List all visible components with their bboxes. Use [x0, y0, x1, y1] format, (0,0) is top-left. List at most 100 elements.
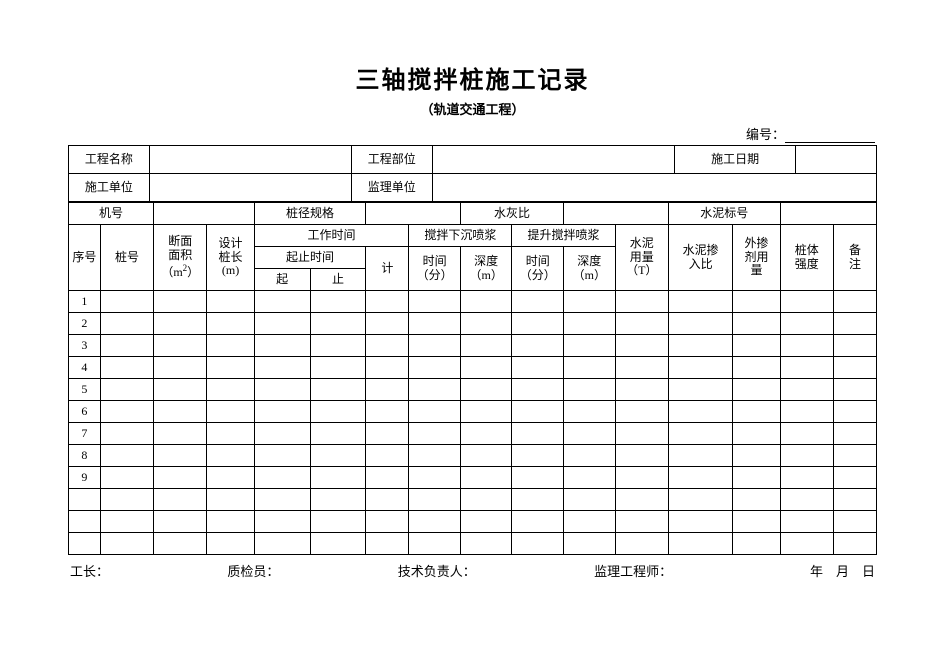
table-cell [512, 357, 564, 379]
table-cell [668, 291, 732, 313]
table-cell [512, 335, 564, 357]
label-pile-spec: 桩径规格 [254, 203, 366, 225]
table-cell [100, 445, 153, 467]
table-cell [615, 511, 668, 533]
table-cell: 2 [69, 313, 101, 335]
table-cell [615, 467, 668, 489]
table-cell [154, 335, 207, 357]
table-cell [207, 335, 254, 357]
table-cell [154, 313, 207, 335]
value-machine-no [154, 203, 255, 225]
table-cell [366, 489, 409, 511]
equipment-row: 机号 桩径规格 水灰比 水泥标号 [69, 203, 877, 225]
col-sink-spray: 搅拌下沉喷浆 [409, 225, 512, 247]
col-design-len: 设计 桩长 (m) [207, 225, 254, 291]
table-cell [668, 511, 732, 533]
label-contractor: 施工单位 [69, 174, 150, 202]
table-cell [668, 401, 732, 423]
table-cell [833, 423, 876, 445]
label-machine-no: 机号 [69, 203, 154, 225]
table-cell [564, 401, 616, 423]
table-cell [409, 511, 461, 533]
txt: 量 [750, 263, 762, 277]
col-sink-time: 时间 （分） [409, 247, 461, 291]
table-cell [207, 489, 254, 511]
table-cell [780, 533, 833, 555]
table-cell [207, 423, 254, 445]
table-cell [254, 401, 310, 423]
table-cell [668, 335, 732, 357]
txt: 时间 [526, 254, 550, 268]
table-cell [833, 445, 876, 467]
table-row: 7 [69, 423, 877, 445]
table-cell [207, 379, 254, 401]
table-row: 5 [69, 379, 877, 401]
table-cell [780, 423, 833, 445]
table-cell [780, 379, 833, 401]
table-cell [833, 335, 876, 357]
table-cell [733, 335, 780, 357]
m: 月 [836, 564, 849, 579]
table-cell: 6 [69, 401, 101, 423]
y: 年 [810, 564, 823, 579]
table-cell [833, 401, 876, 423]
table-cell [833, 291, 876, 313]
table-cell [564, 357, 616, 379]
table-cell [780, 445, 833, 467]
table-cell [460, 533, 512, 555]
table-cell [310, 511, 366, 533]
label-date: 施工日期 [674, 146, 795, 174]
txt: 桩体 [795, 243, 819, 257]
table-cell [512, 401, 564, 423]
value-project-name [149, 146, 351, 174]
table-cell [833, 379, 876, 401]
table-cell [833, 313, 876, 335]
col-cement-amt: 水泥 用量 （T） [615, 225, 668, 291]
table-cell [460, 401, 512, 423]
table-cell [310, 467, 366, 489]
table-cell [310, 423, 366, 445]
table-cell [310, 335, 366, 357]
table-cell [366, 467, 409, 489]
value-wc-ratio [564, 203, 669, 225]
header-row-1: 序号 桩号 断面 面积 （m2） 设计 桩长 (m) 工作时间 搅拌下沉喷浆 提… [69, 225, 877, 247]
table-cell [564, 379, 616, 401]
table-cell [615, 335, 668, 357]
table-cell [100, 379, 153, 401]
table-cell [207, 467, 254, 489]
col-start-stop: 起止时间 [254, 247, 366, 269]
table-cell [733, 489, 780, 511]
table-cell [733, 379, 780, 401]
txt: 备 [849, 243, 861, 257]
table-cell [254, 423, 310, 445]
table-cell [615, 445, 668, 467]
table-cell [733, 291, 780, 313]
table-cell [460, 423, 512, 445]
table-cell [254, 467, 310, 489]
label-supervisor-unit: 监理单位 [351, 174, 432, 202]
col-lift-spray: 提升搅拌喷浆 [512, 225, 615, 247]
table-cell [154, 445, 207, 467]
table-cell [833, 489, 876, 511]
table-cell [100, 489, 153, 511]
document-page: 三轴搅拌桩施工记录 （轨道交通工程） 编号： 工程名称 工程部位 施工日期 施工… [0, 0, 945, 580]
table-cell [564, 489, 616, 511]
table-cell [460, 467, 512, 489]
col-sink-depth: 深度 （m） [460, 247, 512, 291]
table-cell [460, 357, 512, 379]
table-cell [366, 379, 409, 401]
col-start: 起 [254, 269, 310, 291]
table-cell [615, 291, 668, 313]
footer-foreman: 工长： [70, 561, 109, 580]
number-blank [785, 129, 875, 143]
table-cell [460, 445, 512, 467]
table-cell [207, 357, 254, 379]
txt: 桩长 [219, 250, 243, 264]
page-title: 三轴搅拌桩施工记录 [68, 60, 877, 95]
table-cell [409, 401, 461, 423]
txt: （m） [573, 268, 606, 282]
table-cell [409, 335, 461, 357]
table-cell [460, 511, 512, 533]
table-cell [733, 467, 780, 489]
table-cell [564, 511, 616, 533]
